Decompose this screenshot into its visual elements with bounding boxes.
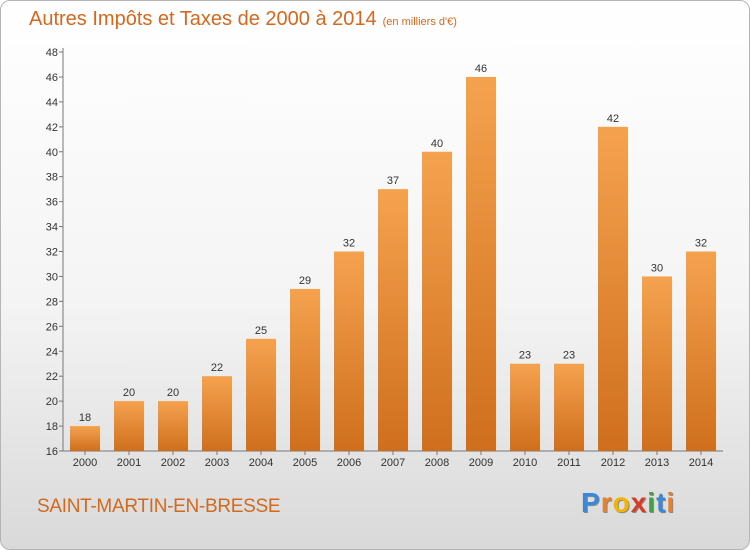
bar [70, 426, 100, 451]
bar-value-label: 22 [211, 362, 223, 374]
chart-title-main: Autres Impôts et Taxes de 2000 à 2014 [29, 8, 377, 30]
bar [246, 338, 276, 451]
x-tick-label: 2011 [557, 457, 581, 469]
logo-letter: t [656, 487, 667, 518]
y-tick-label: 18 [46, 421, 58, 433]
y-tick-label: 24 [46, 346, 58, 358]
bar [686, 251, 716, 451]
logo-letter: i [666, 487, 676, 518]
bar [202, 376, 232, 451]
x-tick-label: 2001 [117, 457, 141, 469]
y-tick-label: 40 [46, 147, 58, 159]
y-tick-label: 16 [46, 446, 58, 458]
bar-value-label: 32 [343, 238, 355, 250]
bar-value-label: 37 [387, 175, 399, 187]
bar [598, 126, 628, 451]
y-tick-label: 26 [46, 321, 58, 333]
x-tick-label: 2000 [73, 457, 97, 469]
bar-value-label: 30 [651, 262, 663, 274]
bar-value-label: 29 [299, 275, 311, 287]
x-tick-label: 2006 [337, 457, 361, 469]
bar [114, 401, 144, 451]
y-tick-label: 46 [46, 72, 58, 84]
logo-letter: i [647, 487, 657, 518]
bar [510, 363, 540, 451]
bar-value-label: 23 [563, 350, 575, 362]
commune-name: SAINT-MARTIN-EN-BRESSE [37, 496, 281, 517]
chart-bars: 18 20 20 22 25 29 32 37 40 46 23 23 42 30 32 [70, 63, 716, 451]
y-tick-label: 30 [46, 271, 58, 283]
logo-letter: x [630, 487, 648, 518]
y-tick-label: 20 [46, 396, 58, 408]
x-tick-label: 2002 [161, 457, 185, 469]
bar [554, 363, 584, 451]
x-tick-label: 2008 [425, 457, 449, 469]
bar [290, 288, 320, 451]
x-tick-label: 2009 [469, 457, 493, 469]
y-tick-label: 28 [46, 296, 58, 308]
x-tick-label: 2013 [645, 457, 669, 469]
bar-value-label: 25 [255, 325, 267, 337]
y-tick-label: 36 [46, 197, 58, 209]
chart-title: Autres Impôts et Taxes de 2000 à 2014 (en… [29, 8, 457, 31]
logo-letter: P [581, 487, 601, 518]
logo-letter: r [600, 487, 613, 518]
x-tick-label: 2004 [249, 457, 273, 469]
x-tick-label: 2010 [513, 457, 537, 469]
y-tick-label: 32 [46, 247, 58, 259]
bar [642, 276, 672, 451]
x-tick-label: 2003 [205, 457, 229, 469]
proxiti-logo: Proxiti [581, 487, 675, 519]
y-tick-label: 34 [46, 222, 58, 234]
y-tick-label: 38 [46, 172, 58, 184]
x-tick-label: 2005 [293, 457, 317, 469]
y-tick-label: 22 [46, 371, 58, 383]
x-tick-label: 2012 [601, 457, 625, 469]
y-tick-label: 44 [46, 97, 58, 109]
bar-value-label: 20 [123, 387, 135, 399]
y-tick-label: 42 [46, 122, 58, 134]
chart-title-unit: (en milliers d'€) [382, 16, 457, 28]
bar-value-label: 42 [607, 113, 619, 125]
bar [378, 189, 408, 451]
bar [334, 251, 364, 451]
bar-value-label: 46 [475, 63, 487, 75]
logo-letter: o [612, 487, 631, 518]
x-tick-label: 2007 [381, 457, 405, 469]
bar-value-label: 40 [431, 138, 443, 150]
bar [466, 76, 496, 451]
y-tick-label: 48 [46, 47, 58, 59]
x-tick-label: 2014 [689, 457, 713, 469]
bar-value-label: 18 [79, 412, 91, 424]
bar [422, 151, 452, 451]
bar-value-label: 32 [695, 238, 707, 250]
bar-value-label: 20 [167, 387, 179, 399]
bar [158, 401, 188, 451]
bar-value-label: 23 [519, 350, 531, 362]
